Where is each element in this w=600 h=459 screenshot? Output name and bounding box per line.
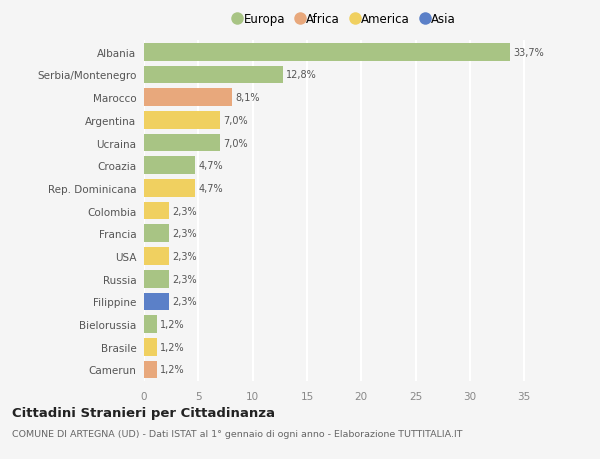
Text: COMUNE DI ARTEGNA (UD) - Dati ISTAT al 1° gennaio di ogni anno - Elaborazione TU: COMUNE DI ARTEGNA (UD) - Dati ISTAT al 1… bbox=[12, 429, 463, 438]
Bar bbox=[144, 89, 232, 107]
Text: Cittadini Stranieri per Cittadinanza: Cittadini Stranieri per Cittadinanza bbox=[12, 406, 275, 419]
Bar bbox=[144, 67, 283, 84]
Text: 4,7%: 4,7% bbox=[199, 184, 223, 194]
Bar bbox=[144, 270, 169, 288]
Bar bbox=[144, 202, 169, 220]
Text: 1,2%: 1,2% bbox=[160, 342, 185, 352]
Bar bbox=[144, 134, 220, 152]
Bar bbox=[144, 361, 157, 379]
Text: 2,3%: 2,3% bbox=[172, 252, 197, 262]
Bar bbox=[144, 293, 169, 311]
Text: 8,1%: 8,1% bbox=[235, 93, 260, 103]
Bar bbox=[144, 112, 220, 129]
Text: 7,0%: 7,0% bbox=[223, 138, 248, 148]
Text: 1,2%: 1,2% bbox=[160, 364, 185, 375]
Bar bbox=[144, 338, 157, 356]
Bar bbox=[144, 179, 195, 197]
Text: 2,3%: 2,3% bbox=[172, 229, 197, 239]
Text: 12,8%: 12,8% bbox=[286, 70, 317, 80]
Text: 2,3%: 2,3% bbox=[172, 297, 197, 307]
Text: 33,7%: 33,7% bbox=[514, 48, 544, 58]
Bar bbox=[144, 157, 195, 175]
Legend: Europa, Africa, America, Asia: Europa, Africa, America, Asia bbox=[234, 13, 456, 26]
Bar bbox=[144, 315, 157, 333]
Text: 7,0%: 7,0% bbox=[223, 116, 248, 126]
Bar bbox=[144, 225, 169, 243]
Bar bbox=[144, 44, 510, 62]
Text: 4,7%: 4,7% bbox=[199, 161, 223, 171]
Text: 2,3%: 2,3% bbox=[172, 274, 197, 284]
Bar bbox=[144, 247, 169, 265]
Text: 2,3%: 2,3% bbox=[172, 206, 197, 216]
Text: 1,2%: 1,2% bbox=[160, 319, 185, 330]
